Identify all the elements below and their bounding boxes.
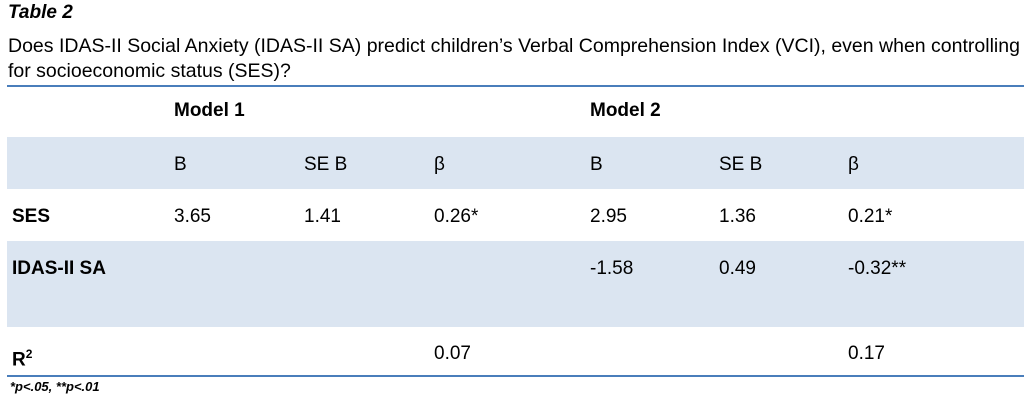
row-label-idas-ii-sa: IDAS-II SA [12, 258, 106, 279]
r-squared-base: R [12, 349, 26, 371]
ses-model2-se-b: 1.36 [719, 206, 756, 227]
table-top-rule [7, 85, 1024, 87]
idas-model2-beta: -0.32** [848, 258, 907, 279]
r-squared-superscript: 2 [25, 347, 33, 361]
table-caption-label: Table 2 [8, 2, 73, 23]
column-header-model2-beta: β [848, 154, 859, 175]
r-squared-model1-beta: 0.07 [434, 343, 471, 364]
ses-model2-b: 2.95 [590, 206, 627, 227]
table-caption-text: Does IDAS-II Social Anxiety (IDAS-II SA)… [8, 35, 1020, 82]
idas-model2-se-b: 0.49 [719, 258, 756, 279]
column-header-model2-se-b: SE B [719, 154, 763, 175]
model-2-header: Model 2 [590, 100, 661, 121]
ses-model1-se-b: 1.41 [304, 206, 341, 227]
ses-model1-b: 3.65 [174, 206, 211, 227]
column-header-model1-se-b: SE B [304, 154, 348, 175]
ses-model1-beta: 0.26* [434, 206, 479, 227]
table-bottom-rule [7, 375, 1024, 377]
row-label-ses: SES [12, 206, 51, 227]
row-label-r-squared: R2 [12, 343, 32, 371]
column-header-model1-b: B [174, 154, 187, 175]
ses-model2-beta: 0.21* [848, 206, 893, 227]
column-header-model2-b: B [590, 154, 603, 175]
r-squared-model2-beta: 0.17 [848, 343, 885, 364]
table-band-row-column-headers [7, 137, 1024, 189]
idas-model2-b: -1.58 [590, 258, 634, 279]
column-header-model1-beta: β [434, 154, 445, 175]
table-footnote: *p<.05, **p<.01 [10, 379, 100, 394]
table-band-row-idas [7, 241, 1024, 327]
model-1-header: Model 1 [174, 100, 245, 121]
